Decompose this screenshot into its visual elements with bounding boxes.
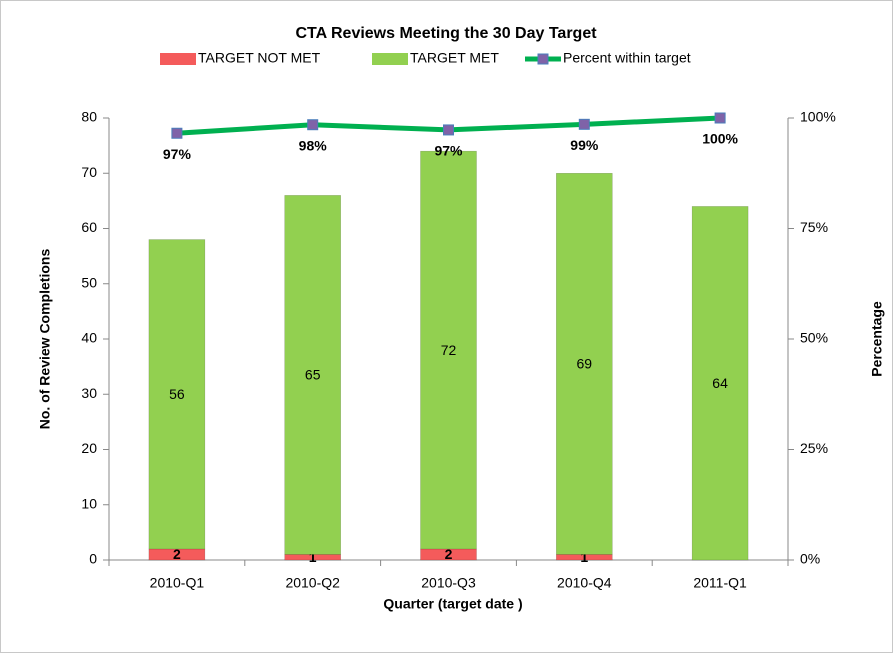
data-label: 72 xyxy=(441,342,457,358)
legend-swatch xyxy=(160,53,196,65)
bar-segment xyxy=(420,150,477,550)
y2-tick-label: 75% xyxy=(800,219,828,235)
data-label: 100% xyxy=(702,131,738,147)
bar-segment xyxy=(148,239,206,550)
x-tick-label: 2010-Q1 xyxy=(150,575,205,591)
y-tick-label: 70 xyxy=(81,164,97,180)
y-tick-label: 30 xyxy=(81,385,97,401)
data-label: 1 xyxy=(580,549,588,565)
y2-tick-label: 0% xyxy=(800,551,820,567)
y2-tick-label: 25% xyxy=(800,440,828,456)
legend-swatch xyxy=(372,53,408,65)
x-tick-label: 2010-Q3 xyxy=(421,575,476,591)
data-label: 2 xyxy=(173,546,181,562)
line-marker xyxy=(714,112,726,124)
y2-axis-title: Percentage xyxy=(869,301,885,377)
legend-label: TARGET MET xyxy=(410,50,499,66)
data-label: 97% xyxy=(434,143,463,159)
bar-segment xyxy=(691,206,749,561)
line-marker xyxy=(171,127,183,139)
bar-segment xyxy=(556,173,613,555)
y-tick-label: 40 xyxy=(81,330,97,346)
x-axis-title: Quarter (target date ) xyxy=(383,596,522,612)
legend-label: Percent within target xyxy=(563,50,691,66)
data-label: 98% xyxy=(299,137,328,153)
y-tick-label: 0 xyxy=(89,551,97,567)
x-tick-label: 2010-Q2 xyxy=(285,575,340,591)
data-label: 56 xyxy=(169,386,185,402)
data-label: 65 xyxy=(305,367,321,383)
line-marker xyxy=(307,119,319,131)
data-label: 69 xyxy=(577,356,593,372)
data-label: 64 xyxy=(712,375,728,391)
line-marker xyxy=(443,124,454,136)
y-tick-label: 20 xyxy=(81,440,97,456)
y-tick-label: 60 xyxy=(81,219,97,235)
data-label: 2 xyxy=(445,546,453,562)
legend-marker xyxy=(537,53,549,65)
data-label: 99% xyxy=(570,137,599,153)
line-marker xyxy=(578,118,590,130)
x-tick-label: 2011-Q1 xyxy=(693,575,747,591)
y-tick-label: 50 xyxy=(81,274,97,290)
x-tick-label: 2010-Q4 xyxy=(557,575,612,591)
y-axis-title: No. of Review Completions xyxy=(37,249,53,430)
y2-tick-label: 100% xyxy=(800,109,836,125)
y2-tick-label: 50% xyxy=(800,330,828,346)
chart-title: CTA Reviews Meeting the 30 Day Target xyxy=(295,25,597,42)
legend-label: TARGET NOT MET xyxy=(198,50,321,66)
bar-segment xyxy=(284,195,341,555)
data-label: 97% xyxy=(163,146,192,162)
y-tick-label: 10 xyxy=(81,495,97,511)
bar-segment xyxy=(420,548,477,561)
data-label: 1 xyxy=(309,549,317,565)
y-tick-label: 80 xyxy=(81,109,97,125)
